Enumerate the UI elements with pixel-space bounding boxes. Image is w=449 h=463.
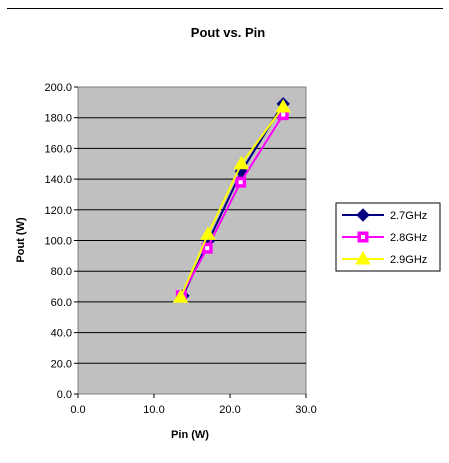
x-tick-label: 10.0 [143, 404, 164, 416]
data-point-2.8GHz-inner [238, 180, 243, 185]
legend-marker-2.7GHz [356, 208, 370, 222]
legend-marker-2.9GHz [355, 251, 371, 265]
data-point-2.9GHz [275, 98, 292, 113]
legend-label: 2.9GHz [390, 254, 427, 266]
data-point-2.9GHz [200, 226, 216, 240]
y-tick-label: 120.0 [44, 205, 72, 217]
y-tick-label: 180.0 [44, 113, 72, 125]
y-tick-label: 80.0 [51, 266, 72, 278]
y-axis-ticks: 0.0 20.0 40.0 60.0 80.0 100.0 120.0 140.0 160.0 1… [44, 82, 78, 401]
x-tick-label: 0.0 [70, 404, 85, 416]
y-tick-label: 200.0 [44, 82, 72, 94]
x-axis-ticks: 0.0 10.0 20.0 30.0 [70, 394, 317, 416]
data-point-2.9GHz [172, 289, 189, 303]
data-point-2.8GHz [235, 176, 247, 188]
y-tick-label: 100.0 [44, 236, 72, 248]
y-tick-label: 60.0 [51, 297, 72, 309]
top-divider-line [7, 8, 443, 9]
legend-marker-2.8GHz [357, 231, 369, 243]
legend-marker-2.8GHz-inner [361, 235, 365, 239]
series-line-2.8GHz [180, 114, 285, 297]
series-layer [172, 97, 292, 303]
legend-label: 2.8GHz [390, 232, 427, 244]
y-tick-label: 0.0 [57, 389, 72, 401]
series-line-2.9GHz [179, 106, 285, 298]
y-tick-label: 20.0 [51, 358, 72, 370]
legend: 2.7GHz 2.8GHz 2.9GHz [335, 202, 441, 272]
x-tick-label: 20.0 [219, 404, 240, 416]
data-point-2.9GHz [233, 155, 250, 170]
y-tick-label: 140.0 [44, 174, 72, 186]
y-axis-label: Pout (W) [15, 217, 27, 263]
y-tick-label: 160.0 [44, 143, 72, 155]
data-point-2.8GHz-inner [205, 246, 210, 251]
x-tick-label: 30.0 [295, 404, 316, 416]
chart-title: Pout vs. Pin [191, 25, 265, 40]
x-axis-label: Pin (W) [171, 429, 209, 441]
data-point-2.8GHz-inner [281, 112, 286, 117]
grid-lines [78, 117, 306, 364]
legend-label: 2.7GHz [390, 210, 427, 222]
y-tick-label: 40.0 [51, 328, 72, 340]
